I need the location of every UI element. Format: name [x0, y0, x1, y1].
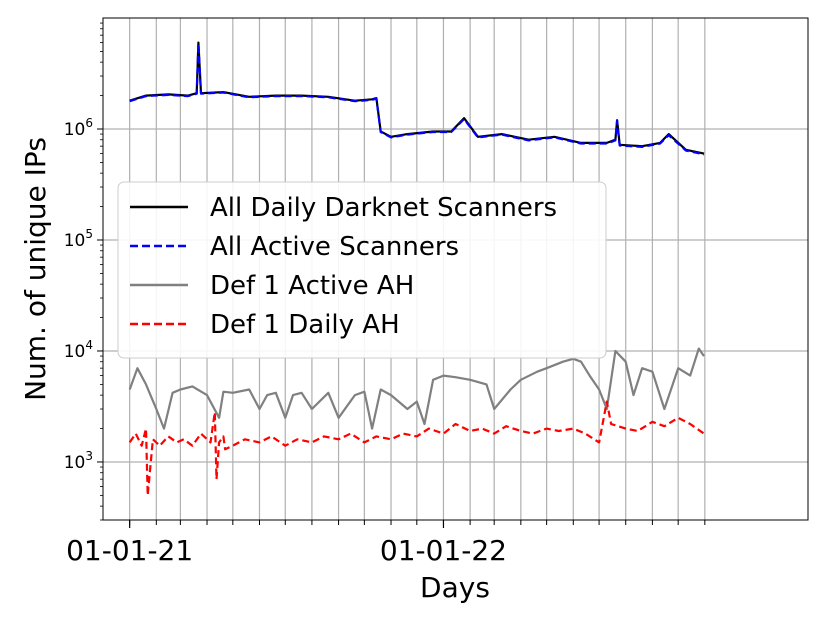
y-tick-label: 103	[64, 449, 93, 473]
axis-ticks: 103 104 105 106 01-01-21 01-01-22	[64, 22, 706, 567]
legend-box	[117, 181, 607, 359]
legend-label: Def 1 Active AH	[210, 271, 414, 301]
y-tick-label: 105	[64, 227, 93, 251]
y-axis-label: Num. of unique IPs	[19, 137, 52, 401]
x-tick-label: 01-01-22	[380, 534, 507, 567]
legend-label: All Daily Darknet Scanners	[210, 193, 557, 223]
series-line	[128, 400, 705, 497]
legend-label: All Active Scanners	[210, 232, 459, 262]
series-line	[129, 42, 705, 156]
x-axis-label: Days	[420, 571, 490, 604]
y-tick-label: 106	[64, 116, 93, 140]
legend: All Daily Darknet Scanners All Active Sca…	[117, 181, 607, 359]
y-tick-label: 104	[64, 338, 93, 362]
x-tick-label: 01-01-21	[66, 534, 193, 567]
series-layer	[128, 41, 705, 497]
legend-label: Def 1 Daily AH	[210, 310, 400, 340]
series-line	[128, 347, 705, 430]
plot-frame	[102, 17, 809, 521]
